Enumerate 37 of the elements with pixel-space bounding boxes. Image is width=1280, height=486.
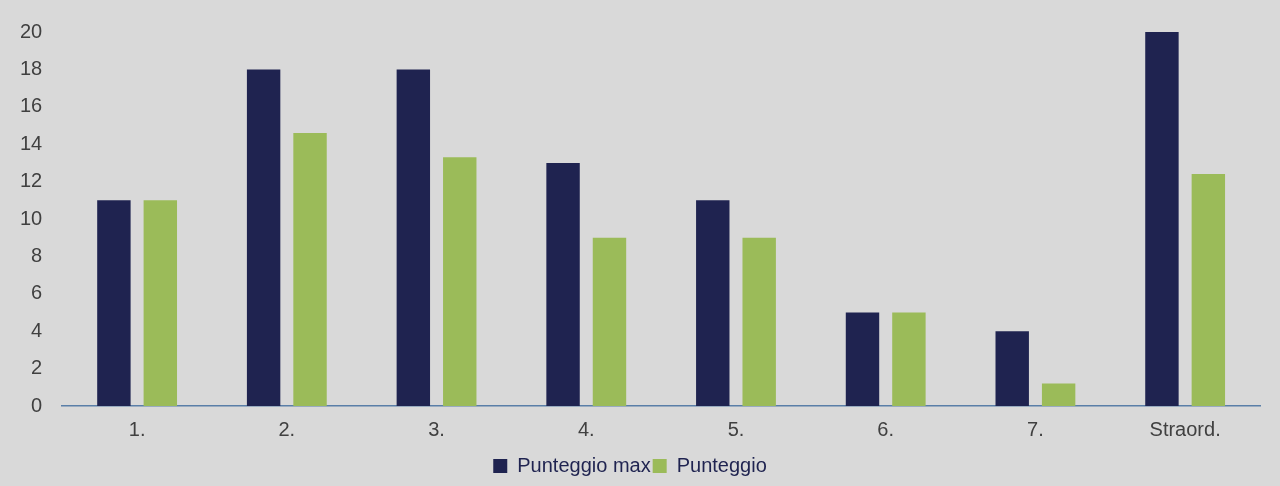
y-tick-label: 8 [31, 243, 43, 266]
bar [742, 237, 776, 406]
bar [246, 69, 281, 406]
bar [1191, 174, 1226, 406]
legend-label: Punteggio [676, 453, 767, 476]
bar [1041, 383, 1076, 406]
legend-label: Punteggio max [517, 453, 651, 476]
y-tick-label: 10 [20, 206, 43, 229]
bar [995, 331, 1029, 406]
x-tick-label: 6. [877, 417, 895, 440]
bar [97, 200, 131, 406]
x-tick-label: 4. [577, 417, 595, 440]
x-tick-label: 2. [278, 417, 296, 440]
bar [592, 237, 627, 406]
y-tick-label: 0 [31, 393, 43, 416]
y-tick-label: 18 [20, 56, 43, 79]
bar [892, 312, 926, 406]
bar [143, 200, 178, 406]
bar [1145, 32, 1179, 406]
x-tick-label: Straord. [1149, 417, 1221, 440]
x-tick-label: 3. [428, 417, 445, 440]
y-tick-label: 16 [20, 94, 43, 117]
y-tick-label: 6 [31, 281, 43, 304]
x-tick-label: 7. [1027, 417, 1044, 440]
bar [396, 69, 431, 406]
y-tick-label: 4 [31, 318, 43, 341]
y-tick-label: 2 [31, 356, 43, 379]
bar [696, 200, 730, 406]
bar [546, 162, 580, 406]
bar [443, 157, 477, 406]
bar [293, 132, 327, 406]
y-tick-label: 12 [20, 169, 43, 192]
bar [845, 312, 880, 406]
y-tick-label: 14 [20, 131, 43, 154]
y-tick-label: 20 [20, 19, 43, 42]
x-tick-label: 5. [727, 417, 745, 440]
x-tick-label: 1. [128, 417, 146, 440]
